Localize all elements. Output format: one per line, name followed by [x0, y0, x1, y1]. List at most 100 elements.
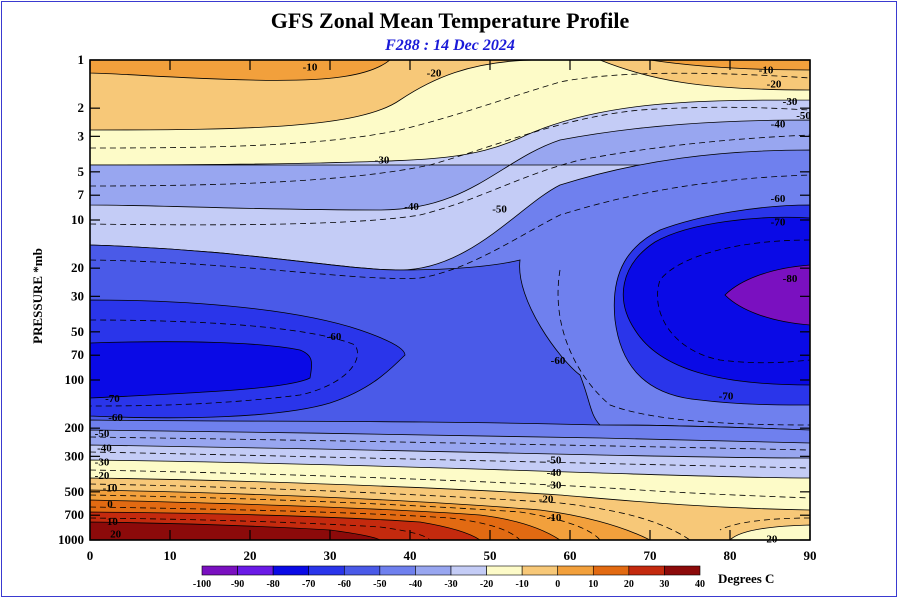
- contour-label: -60: [108, 412, 123, 424]
- y-tick-label: 1000: [58, 532, 84, 547]
- colorbar-tick-label: -80: [266, 579, 279, 590]
- colorbar-swatch: [664, 565, 701, 576]
- dashed-isotherm-4: [90, 174, 810, 279]
- contour-label: -10: [547, 512, 562, 524]
- contour-label: -10: [103, 483, 118, 495]
- colorbar-swatch: [450, 565, 487, 576]
- colorbar-tick-label: 30: [659, 579, 669, 590]
- colorbar-tick-label: -20: [480, 579, 493, 590]
- contour-label: -80: [783, 273, 798, 285]
- colorbar-swatch: [521, 565, 559, 576]
- colorbar-swatch: [415, 565, 452, 576]
- contour-label: 10: [107, 516, 119, 528]
- colorbar-tick-label: 40: [695, 579, 705, 590]
- dashed-isotherm-7: [557, 269, 810, 426]
- dashed-isotherm-8: [90, 436, 810, 451]
- contour-label: -70: [771, 216, 786, 228]
- dashed-isotherm-15: [719, 517, 810, 531]
- colorbar-unit-label: Degrees C: [718, 571, 774, 586]
- contour-label: -40: [771, 119, 786, 131]
- x-axis: 0 10 20 30 40 50 60 70 80 90: [87, 60, 817, 563]
- y-tick-label: 100: [65, 372, 85, 387]
- x-tick-label: 50: [484, 548, 497, 563]
- contour-label: -50: [547, 455, 562, 467]
- chart-subtitle: F288 : 14 Dec 2024: [385, 37, 515, 54]
- colorbar-tick-label: -50: [373, 579, 386, 590]
- dashed-isotherm-5: [90, 319, 358, 407]
- fill-band-30-to-40: [90, 521, 381, 540]
- y-tick-label: 500: [65, 484, 85, 499]
- contour-label: -30: [547, 480, 562, 492]
- y-tick-label: 200: [65, 420, 85, 435]
- contour-label: -50: [95, 428, 110, 440]
- x-tick-label: 70: [644, 548, 657, 563]
- contour-label: -20: [767, 78, 782, 90]
- contour-label: -30: [783, 96, 798, 108]
- fill-band-m90-to-m80-south: [90, 341, 312, 399]
- colorbar-tick-label: -30: [444, 579, 457, 590]
- colorbar-swatch: [379, 565, 416, 576]
- y-tick-label: 20: [71, 260, 84, 275]
- plot-border: [89, 59, 811, 541]
- dashed-isotherm-2: [90, 106, 810, 187]
- contour-label: -10: [759, 65, 774, 77]
- colorbar-tick-label: -10: [515, 579, 528, 590]
- contour-label: -40: [97, 443, 112, 455]
- dashed-isotherm-3: [90, 134, 810, 226]
- x-tick-label: 80: [724, 548, 737, 563]
- y-tick-label: 7: [78, 187, 85, 202]
- contour-label: 0: [107, 498, 113, 510]
- contour-label: -40: [404, 201, 419, 213]
- colorbar-tick-label: 20: [624, 579, 634, 590]
- x-tick-label: 10: [164, 548, 177, 563]
- dashed-isotherm-6: [657, 239, 810, 364]
- colorbar-tick-label: -90: [231, 579, 244, 590]
- contour-label: -20: [427, 68, 442, 80]
- colorbar-swatch: [237, 565, 274, 576]
- colorbar-tick-label: -70: [302, 579, 315, 590]
- contour-label: -60: [327, 331, 342, 343]
- y-tick-label: 5: [78, 164, 85, 179]
- x-tick-label: 90: [804, 548, 817, 563]
- colorbar-swatch: [557, 565, 594, 576]
- x-tick-label: 40: [404, 548, 417, 563]
- chart-title: GFS Zonal Mean Temperature Profile: [270, 8, 630, 33]
- contour-label: 20: [110, 528, 122, 540]
- colorbar-swatch: [308, 565, 345, 576]
- fill-band-m10-to-0: [90, 60, 391, 81]
- colorbar-tick-label: -100: [193, 579, 211, 590]
- dashed-isotherm-14: [90, 517, 431, 540]
- y-tick-label: 30: [71, 288, 84, 303]
- contour-label: -30: [95, 456, 110, 468]
- contour-label: -50: [796, 110, 811, 122]
- x-tick-label: 30: [324, 548, 337, 563]
- dashed-isotherm-9: [90, 451, 810, 469]
- y-tick-label: 70: [71, 347, 84, 362]
- colorbar: -100 -90 -80 -70 -60 -50 -40 -30 -20 -10 0 10 20 30 40: [193, 565, 705, 590]
- colorbar-tick-label: -40: [409, 579, 422, 590]
- y-tick-label: 700: [65, 507, 85, 522]
- x-tick-label: 0: [87, 548, 94, 563]
- contour-label: -50: [492, 204, 507, 216]
- dashed-isotherm-11: [90, 483, 691, 540]
- dashed-isotherm-1: [90, 72, 810, 149]
- colorbar-swatch: [486, 565, 523, 576]
- colorbar-tick-label: 10: [588, 579, 598, 590]
- y-tick-label: 300: [65, 448, 85, 463]
- colorbar-swatch: [592, 565, 630, 576]
- colorbar-swatch: [272, 565, 310, 576]
- colorbar-swatch: [343, 565, 381, 576]
- dashed-isotherms: [90, 72, 810, 540]
- colorbar-tick-label: -60: [338, 579, 351, 590]
- contour-label: -70: [719, 391, 734, 403]
- colorbar-tick-label: 0: [555, 579, 560, 590]
- dashed-isotherm-10: [90, 469, 810, 499]
- contour-label: -70: [105, 393, 120, 405]
- y-tick-label: 3: [78, 128, 85, 143]
- contour-label: -20: [539, 493, 554, 505]
- fill-band-m90-to-m80-north: [622, 216, 810, 386]
- contour-label: -60: [551, 355, 566, 367]
